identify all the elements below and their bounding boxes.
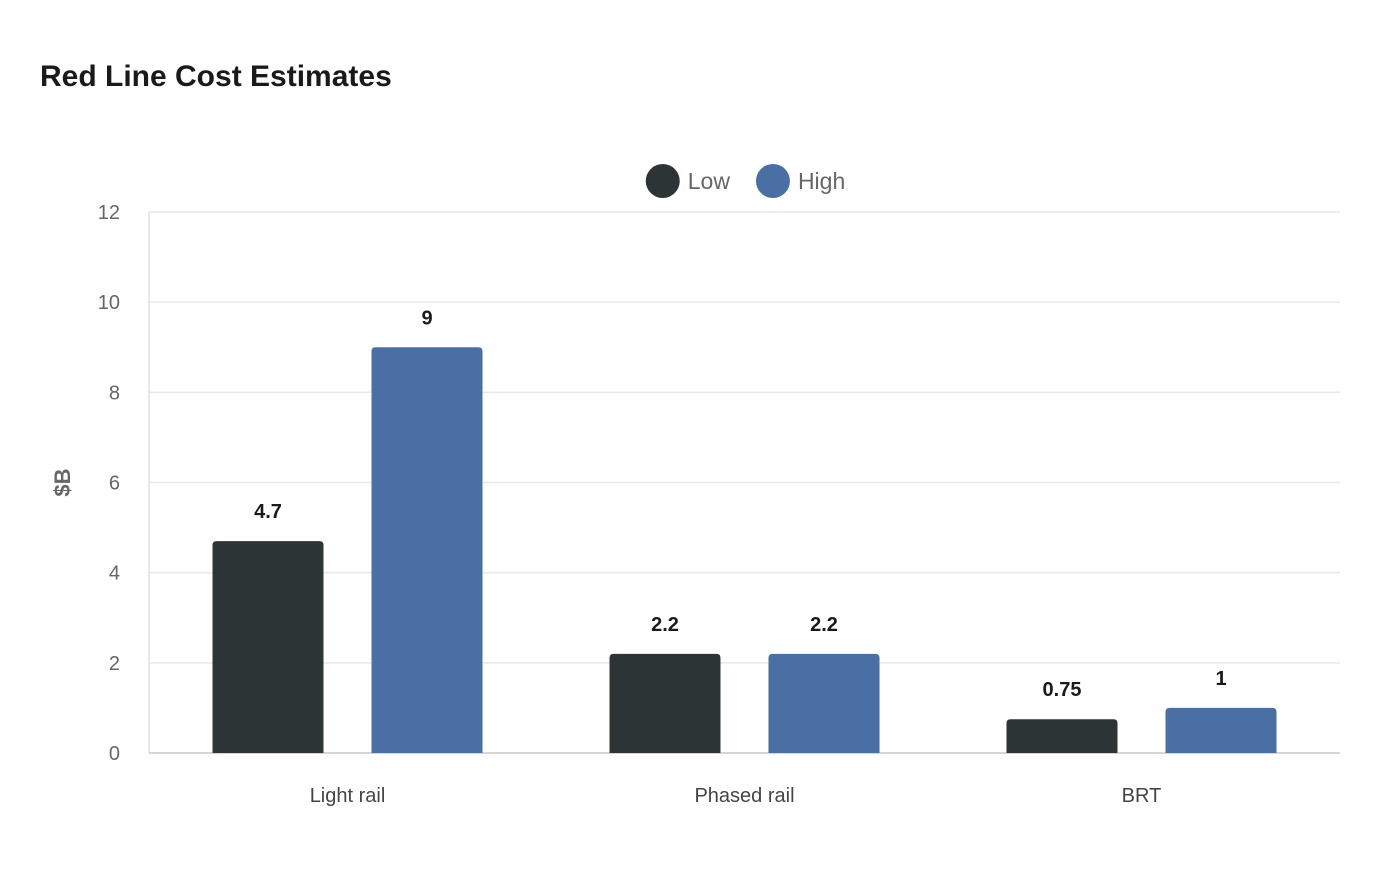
y-tick-label: 6 — [109, 473, 120, 495]
value-label: 2.2 — [810, 614, 838, 636]
y-tick-label: 4 — [109, 563, 120, 585]
y-tick-label: 2 — [109, 653, 120, 675]
legend-label-low: Low — [688, 168, 731, 194]
x-tick-label: Light rail — [310, 785, 386, 807]
x-tick-label: Phased rail — [694, 785, 794, 807]
grid-lines — [149, 211, 1340, 664]
x-tick-label: BRT — [1122, 785, 1162, 807]
y-tick-label: 8 — [109, 382, 120, 404]
y-tick-labels: 0 2 4 6 8 10 12 — [98, 202, 120, 765]
value-label: 0.75 — [1043, 679, 1082, 701]
chart-title: Red Line Cost Estimates — [40, 60, 392, 93]
value-label: 2.2 — [651, 614, 679, 636]
legend-swatch-high — [755, 164, 790, 198]
y-axis-title: $B — [50, 468, 75, 496]
axes — [148, 212, 1340, 754]
category-labels: Light rail Phased rail BRT — [310, 785, 1162, 807]
bar-low-3 — [1006, 719, 1118, 753]
legend: Low High — [645, 164, 845, 198]
bar-high-3 — [1165, 707, 1277, 753]
y-tick-label: 10 — [98, 292, 120, 314]
bar-high-2 — [768, 653, 880, 753]
value-label: 9 — [421, 307, 432, 329]
y-tick-label: 0 — [109, 743, 120, 765]
bars — [212, 347, 1277, 753]
bar-high-1 — [371, 347, 483, 753]
legend-swatch-low — [645, 164, 680, 198]
value-label: 4.7 — [254, 501, 282, 523]
value-label: 1 — [1215, 668, 1226, 690]
bar-low-2 — [609, 653, 721, 753]
value-labels: 4.7 9 2.2 2.2 0.75 1 — [254, 307, 1226, 701]
y-tick-label: 12 — [98, 202, 120, 224]
legend-label-high: High — [798, 168, 845, 194]
bar-low-1 — [212, 541, 324, 753]
